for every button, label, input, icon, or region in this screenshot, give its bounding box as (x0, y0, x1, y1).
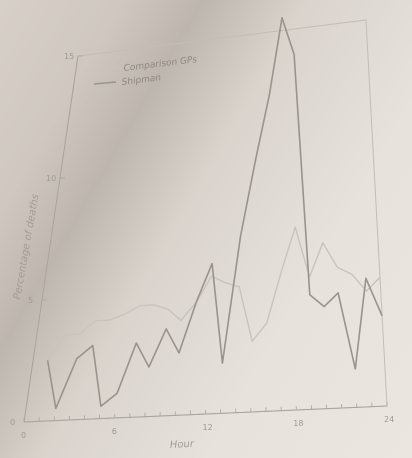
x-tick-label: 12 (203, 423, 213, 432)
legend-swatch (93, 81, 117, 85)
y-tick-label: 10 (46, 174, 56, 183)
x-tick-label: 24 (384, 415, 394, 424)
y-tick-label: 15 (64, 52, 74, 61)
x-tick-label: 18 (293, 419, 303, 428)
y-axis-title: Percentage of deaths (12, 193, 41, 300)
y-tick-label: 5 (28, 296, 33, 305)
x-tick-label: 6 (112, 427, 117, 436)
y-axis-line (23, 55, 79, 423)
y-tick-label: 0 (10, 418, 15, 427)
x-axis-title: Hour (170, 439, 196, 451)
series-line-shipman (46, 16, 383, 410)
x-tick-label: 0 (21, 431, 26, 440)
series-line-comparison-gps (47, 226, 381, 361)
legend-label: Shipman (121, 73, 162, 88)
legend-swatch (95, 67, 119, 71)
legend-label: Comparison GPs (123, 55, 198, 74)
plot-frame (23, 19, 388, 423)
